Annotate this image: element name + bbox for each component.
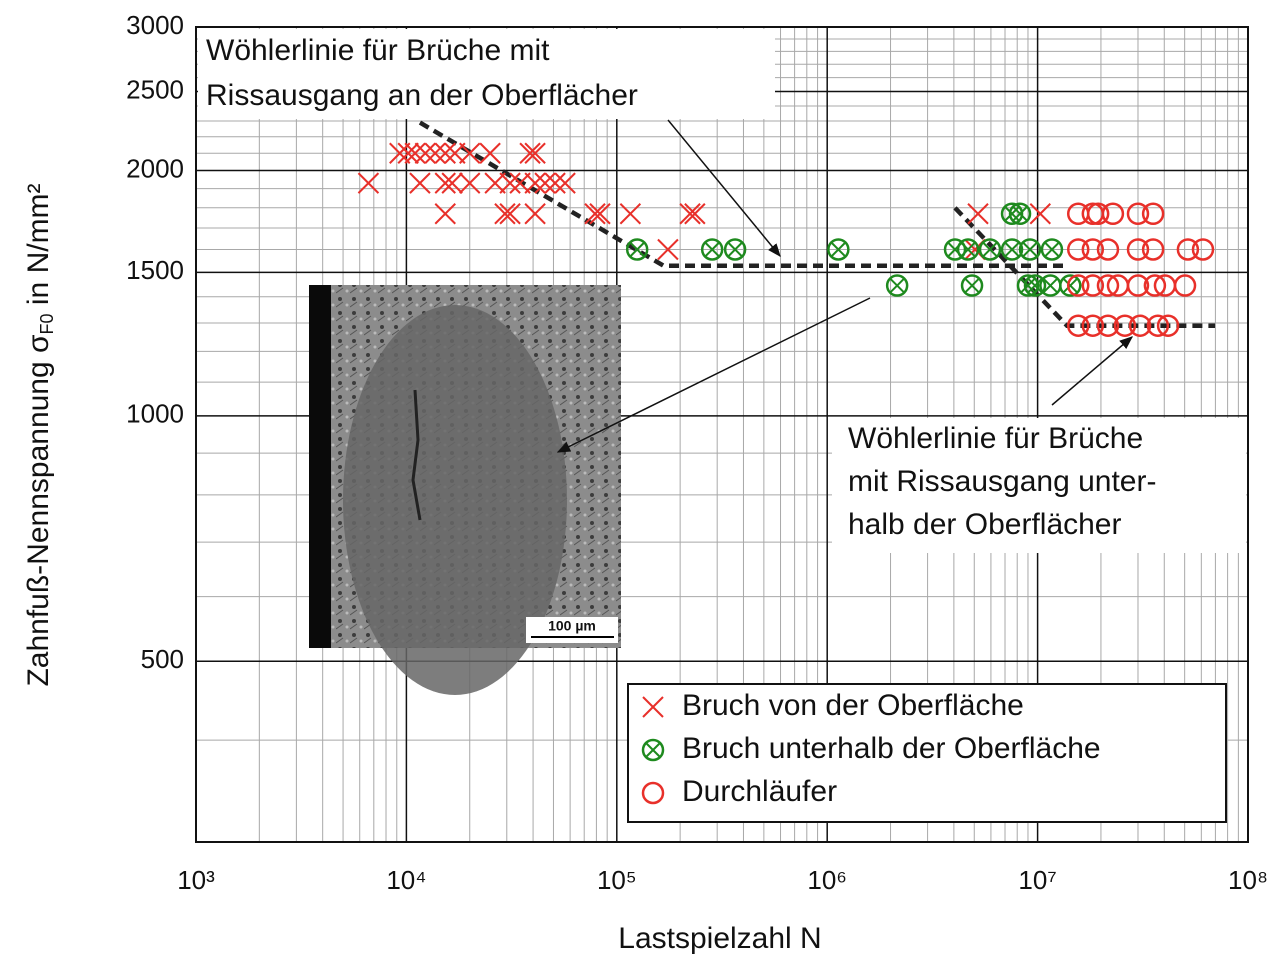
x-tick-label: 10⁶ (807, 865, 847, 895)
y-tick-label: 3000 (126, 10, 184, 40)
chart: 100 µm Wöhlerlinie für Brüche mit Rissaus… (0, 0, 1276, 970)
inset-image: 100 µm (309, 285, 621, 695)
x-tick-label: 10³ (177, 865, 215, 895)
legend-label: Durchläufer (682, 775, 837, 808)
y-axis-title-main: Zahnfuß-Nennspannung σ (22, 334, 55, 687)
scale-bar-label: 100 µm (548, 618, 596, 634)
x-tick-label: 10⁷ (1018, 865, 1056, 895)
annotation-text: Wöhlerlinie für Brüche mit (206, 34, 550, 67)
y-tick-label: 2500 (126, 74, 184, 104)
annotation-text: Rissausgang an der Oberflächer (206, 79, 638, 112)
x-tick-label: 10⁸ (1228, 865, 1268, 895)
y-axis-title: Zahnfuß-Nennspannung σF0 in N/mm² (22, 183, 57, 686)
annotation-text: Wöhlerlinie für Brüche (848, 422, 1143, 455)
y-tick-label: 1500 (126, 255, 184, 285)
legend-label: Bruch von der Oberfläche (682, 689, 1024, 722)
y-tick-label: 1000 (126, 399, 184, 429)
x-tick-label: 10⁴ (386, 865, 426, 895)
y-tick-label: 2000 (126, 153, 184, 183)
annotation-text: halb der Oberflächer (848, 508, 1122, 541)
annotation-text: mit Rissausgang unter- (848, 465, 1156, 498)
y-axis-title-unit: in N/mm² (22, 183, 55, 313)
y-tick-label: 500 (141, 644, 184, 674)
y-axis-title-subscript: F0 (37, 313, 57, 334)
legend-label: Bruch unterhalb der Oberfläche (682, 732, 1101, 765)
x-axis-title: Lastspielzahl N (618, 922, 821, 955)
x-tick-label: 10⁵ (597, 865, 637, 895)
inset-edge (309, 285, 331, 648)
